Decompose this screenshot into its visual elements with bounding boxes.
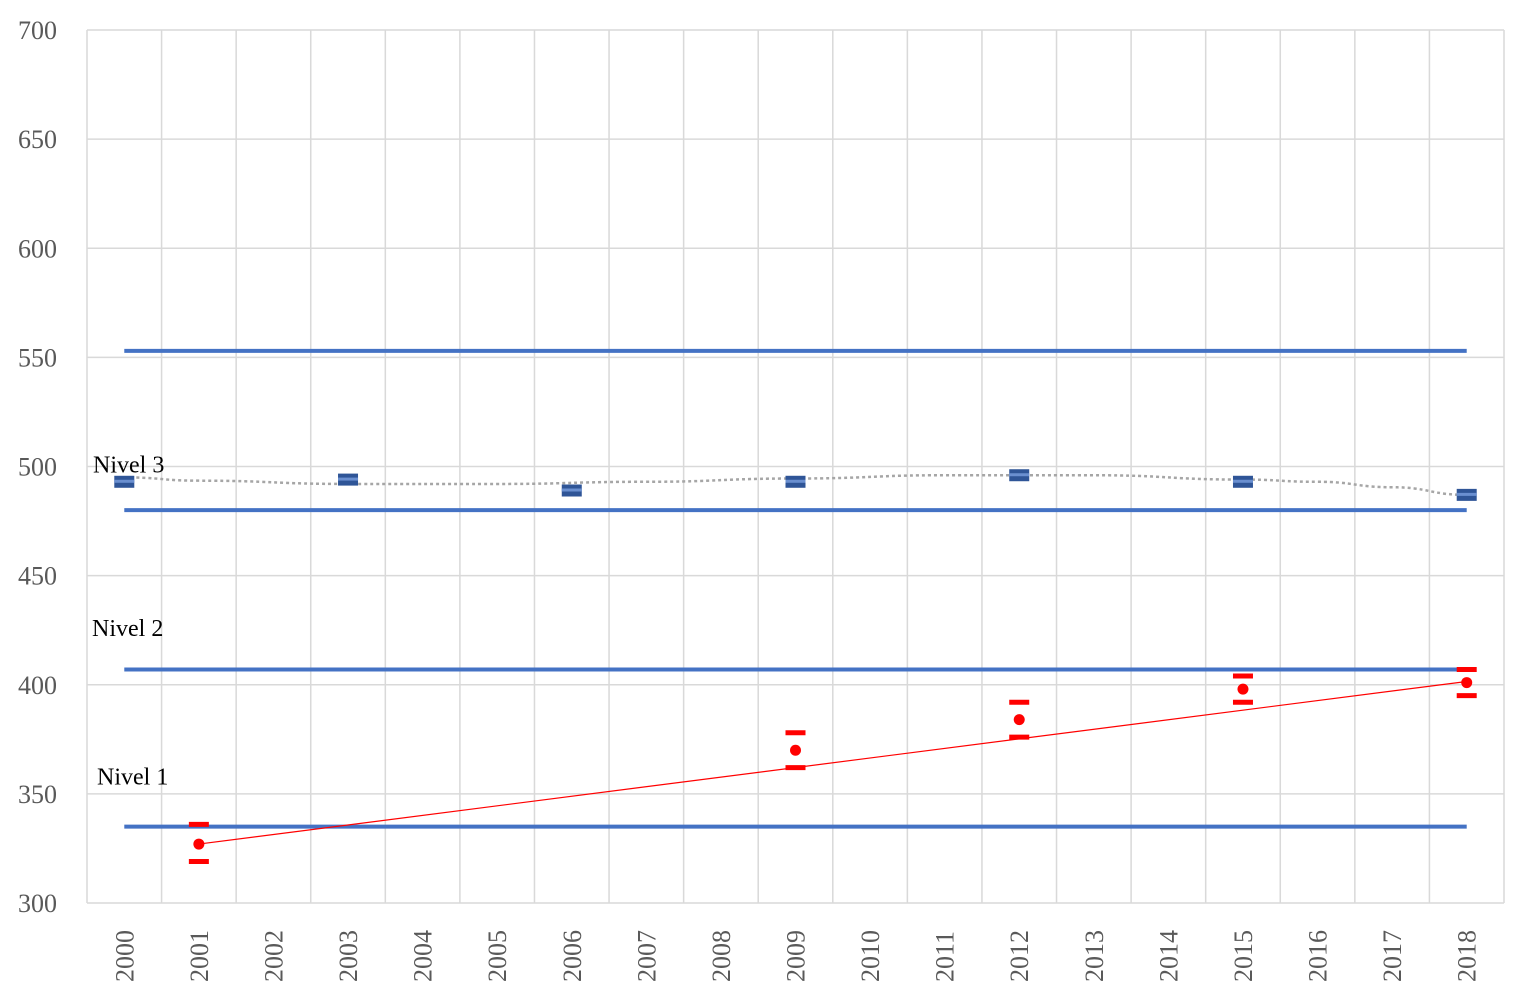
y-tick-label: 700	[18, 16, 57, 45]
x-tick-label: 2012	[1005, 930, 1034, 982]
gridlines	[86, 29, 1505, 904]
data-marks	[114, 469, 1477, 865]
point-marker-highlight	[1232, 479, 1253, 483]
x-tick-label: 2003	[334, 930, 363, 982]
point-marker	[193, 838, 205, 850]
point-marker-highlight	[1009, 473, 1030, 477]
x-tick-label: 2014	[1154, 930, 1183, 982]
x-tick-label: 2008	[707, 930, 736, 982]
y-tick-label: 550	[18, 343, 57, 372]
x-tick-label: 2015	[1229, 930, 1258, 982]
x-tick-label: 2007	[632, 930, 661, 982]
trendline-series-2	[198, 680, 1467, 845]
point-marker	[790, 744, 801, 756]
point-marker-highlight	[785, 479, 806, 483]
x-tick-label: 2010	[856, 930, 885, 982]
x-tick-label: 2009	[782, 930, 811, 982]
level-labels: Nivel 3 Nivel 2 Nivel 1	[92, 452, 168, 790]
x-tick-label: 2013	[1080, 930, 1109, 982]
point-marker-highlight	[114, 479, 135, 483]
y-tick-label: 500	[18, 453, 57, 482]
x-tick-label: 2006	[558, 930, 587, 982]
point-marker	[1461, 677, 1473, 689]
x-axis: 2000 2001 2002 2003 2004 2005 2006 2007 2008 2009…	[110, 930, 1481, 982]
y-tick-label: 300	[18, 889, 57, 918]
y-tick-label: 400	[18, 671, 57, 700]
point-marker-highlight	[338, 477, 359, 481]
x-tick-label: 2005	[483, 930, 512, 982]
y-axis: 300 350 400 450 500 550 600 650 700	[18, 16, 57, 918]
x-tick-label: 2002	[259, 930, 288, 982]
y-tick-label: 600	[18, 234, 57, 263]
y-tick-label: 450	[18, 562, 57, 591]
point-marker-highlight	[1456, 492, 1477, 496]
threshold-lines	[124, 348, 1467, 829]
x-tick-label: 2001	[185, 930, 214, 982]
level-label: Nivel 1	[97, 764, 168, 790]
y-tick-label: 650	[18, 125, 57, 154]
level-label: Nivel 2	[92, 616, 163, 642]
x-tick-label: 2000	[110, 930, 139, 982]
point-marker	[1237, 683, 1249, 695]
x-tick-label: 2004	[409, 930, 438, 982]
level-label: Nivel 3	[93, 452, 164, 478]
x-tick-label: 2016	[1304, 930, 1333, 982]
point-marker	[1013, 714, 1025, 726]
point-marker-highlight	[561, 488, 582, 492]
x-tick-label: 2017	[1378, 930, 1407, 982]
y-tick-label: 350	[18, 780, 57, 809]
x-tick-label: 2011	[931, 931, 960, 982]
x-tick-label: 2018	[1453, 930, 1482, 982]
